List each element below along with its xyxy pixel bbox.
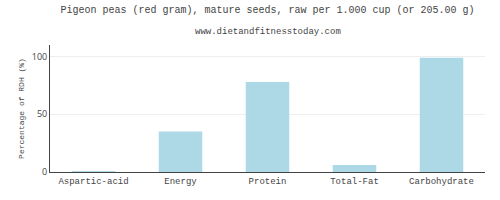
svg-text:50: 50 [37,107,47,120]
svg-text:Carbohydrate: Carbohydrate [409,177,474,187]
svg-text:www.dietandfitnesstoday.com: www.dietandfitnesstoday.com [195,27,341,37]
svg-text:Percentage of RDH (%): Percentage of RDH (%) [17,58,26,159]
svg-text:Total-Fat: Total-Fat [330,177,379,187]
svg-text:Aspartic-acid: Aspartic-acid [58,177,128,187]
svg-text:Energy: Energy [164,177,197,187]
svg-text:Pigeon peas (red gram), mature: Pigeon peas (red gram), mature seeds, ra… [60,5,474,16]
svg-text:100: 100 [32,50,47,63]
svg-text:Protein: Protein [249,177,287,187]
svg-text:0: 0 [42,165,47,178]
